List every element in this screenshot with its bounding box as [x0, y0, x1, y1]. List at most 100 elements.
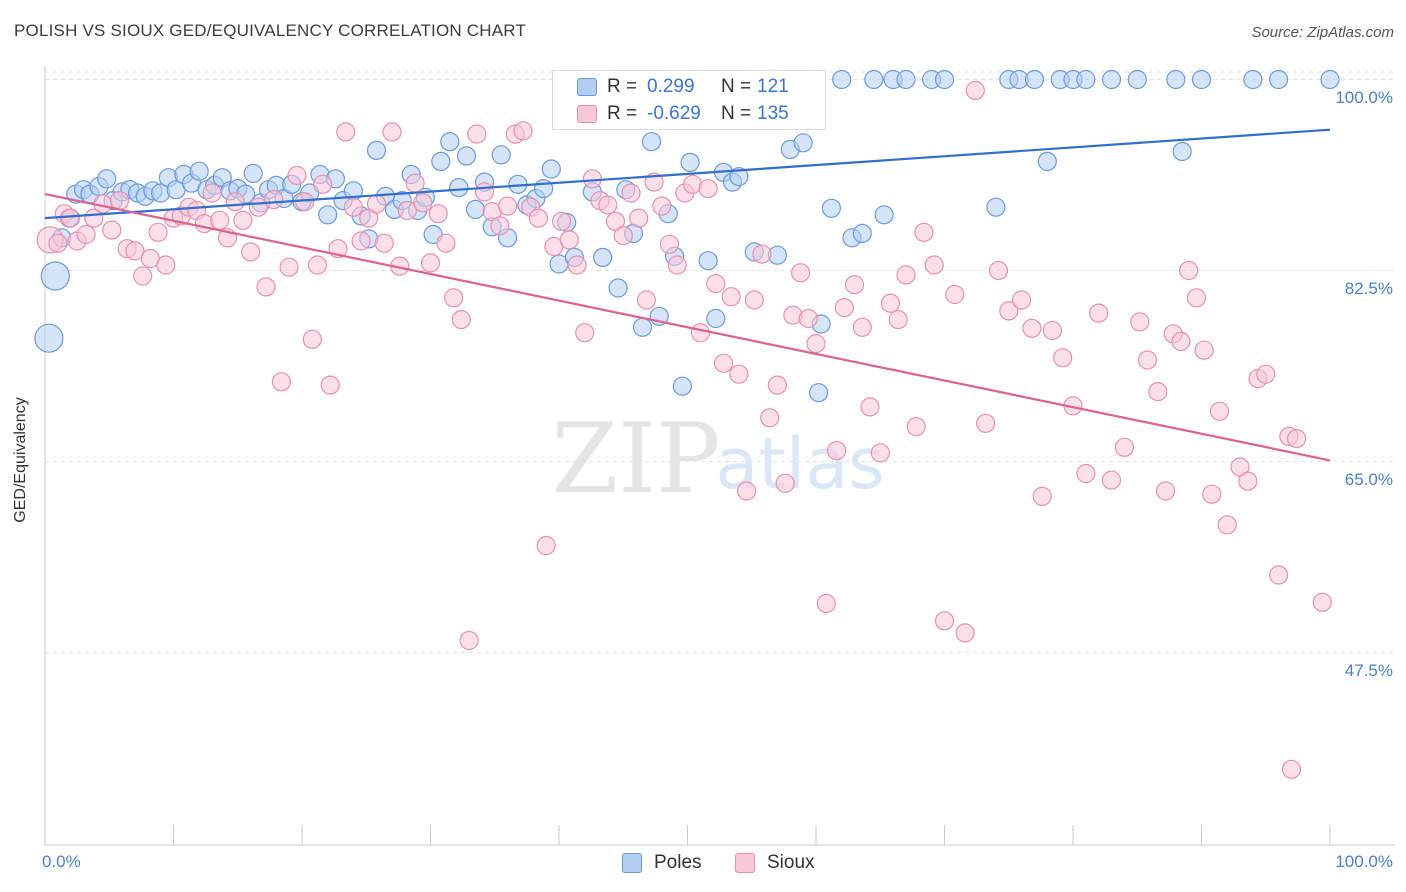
sioux-legend-label: Sioux — [767, 852, 815, 873]
sioux-point-30 — [271, 372, 291, 392]
sioux-point-25 — [233, 210, 253, 230]
sioux-point-110 — [896, 265, 916, 285]
sioux-point-12 — [133, 266, 153, 286]
sioux-point-105 — [852, 317, 872, 337]
x-tick-label-min: 0.0% — [42, 852, 81, 871]
sioux-point-14 — [148, 222, 168, 242]
legend-item-sioux[interactable]: Sioux — [735, 852, 815, 874]
sioux-point-131 — [1130, 312, 1150, 332]
sioux-point-35 — [307, 255, 327, 275]
sioux-point-144 — [1238, 471, 1258, 491]
sioux-point-80 — [652, 196, 672, 216]
sioux-r-label: R = — [607, 103, 638, 124]
sioux-point-108 — [880, 293, 901, 313]
sioux-point-73 — [598, 195, 618, 215]
sioux-point-1 — [48, 233, 68, 253]
poles-point-52 — [449, 178, 469, 198]
poles-point-99 — [864, 69, 884, 90]
sioux-point-120 — [999, 301, 1019, 321]
sioux-point-20 — [194, 214, 214, 234]
sioux-point-138 — [1186, 288, 1207, 308]
sioux-point-43 — [366, 194, 387, 214]
poles-point-71 — [608, 278, 628, 298]
sioux-point-112 — [914, 222, 934, 242]
sioux-point-107 — [870, 443, 890, 463]
sioux-point-133 — [1148, 382, 1168, 402]
poles-point-75 — [641, 132, 662, 152]
poles-point-115 — [1243, 69, 1263, 90]
sioux-point-21 — [202, 183, 222, 203]
poles-r-label: R = — [607, 76, 638, 97]
sioux-point-141 — [1209, 401, 1230, 421]
poles-legend-swatch — [622, 853, 642, 873]
poles-point-36 — [318, 205, 338, 225]
poles-point-92 — [793, 133, 813, 153]
sioux-point-37 — [320, 375, 340, 395]
sioux-point-59 — [490, 216, 510, 236]
sioux-point-3 — [61, 208, 81, 228]
sioux-point-96 — [775, 473, 795, 493]
poles-n-label: N = — [721, 76, 752, 97]
poles-point-82 — [698, 251, 718, 271]
sioux-point-64 — [528, 208, 549, 228]
poles-point-1 — [40, 261, 70, 291]
sioux-n-label: N = — [721, 103, 752, 124]
x-tick-label-max: 100.0% — [1335, 852, 1393, 871]
sioux-point-31 — [279, 257, 299, 277]
sioux-point-8 — [102, 220, 122, 240]
stats-legend: R = 0.299 N = 121 R = -0.629 N = 135 — [552, 70, 826, 130]
sioux-point-109 — [888, 310, 908, 330]
sioux-point-76 — [621, 183, 641, 203]
poles-point-51 — [440, 132, 460, 152]
poles-point-112 — [1127, 69, 1147, 90]
sioux-point-94 — [760, 408, 780, 428]
sioux-point-32 — [287, 165, 307, 186]
sioux-point-147 — [1268, 565, 1289, 585]
sioux-point-51 — [428, 204, 448, 224]
poles-point-102 — [896, 69, 916, 90]
poles-point-107 — [1024, 69, 1045, 90]
sioux-point-69 — [567, 255, 587, 275]
poles-point-0 — [34, 323, 64, 353]
legend-item-poles[interactable]: Poles — [622, 852, 702, 874]
poles-point-83 — [706, 308, 726, 329]
poles-legend-label: Poles — [654, 852, 702, 873]
poles-point-96 — [832, 69, 852, 90]
sioux-point-118 — [975, 413, 996, 433]
sioux-point-81 — [659, 234, 680, 254]
poles-point-79 — [672, 376, 693, 396]
sioux-point-113 — [924, 255, 944, 275]
poles-point-121 — [808, 383, 829, 403]
sioux-point-28 — [256, 277, 276, 297]
poles-trend-line — [44, 128, 1331, 220]
sioux-point-89 — [721, 287, 741, 307]
legend-row-poles: R = 0.299 N = 121 — [553, 74, 789, 100]
sioux-point-41 — [351, 231, 371, 251]
sioux-point-15 — [156, 255, 176, 275]
sioux-point-137 — [1179, 260, 1199, 281]
poles-point-98 — [852, 223, 872, 243]
poles-point-54 — [465, 199, 486, 219]
data-points — [34, 69, 1340, 779]
sioux-point-24 — [225, 192, 245, 212]
poles-n-value: 121 — [757, 76, 789, 97]
poles-point-80 — [680, 152, 700, 172]
sioux-legend-swatch — [735, 853, 755, 873]
sioux-point-67 — [551, 211, 572, 231]
sioux-point-149 — [1286, 429, 1307, 449]
sioux-point-124 — [1042, 320, 1063, 341]
sioux-point-52 — [436, 233, 456, 253]
poles-point-100 — [874, 205, 894, 225]
sioux-point-102 — [826, 441, 847, 461]
sioux-point-68 — [559, 230, 579, 250]
sioux-point-77 — [629, 208, 649, 228]
trend-lines — [44, 128, 1331, 462]
sioux-point-86 — [698, 179, 718, 199]
y-tick-label: 100.0% — [1335, 87, 1393, 107]
sioux-point-5 — [76, 224, 96, 245]
sioux-point-70 — [575, 323, 595, 343]
sioux-r-value: -0.629 — [647, 103, 701, 124]
poles-point-42 — [366, 140, 387, 160]
y-tick-label: 82.5% — [1344, 278, 1393, 298]
